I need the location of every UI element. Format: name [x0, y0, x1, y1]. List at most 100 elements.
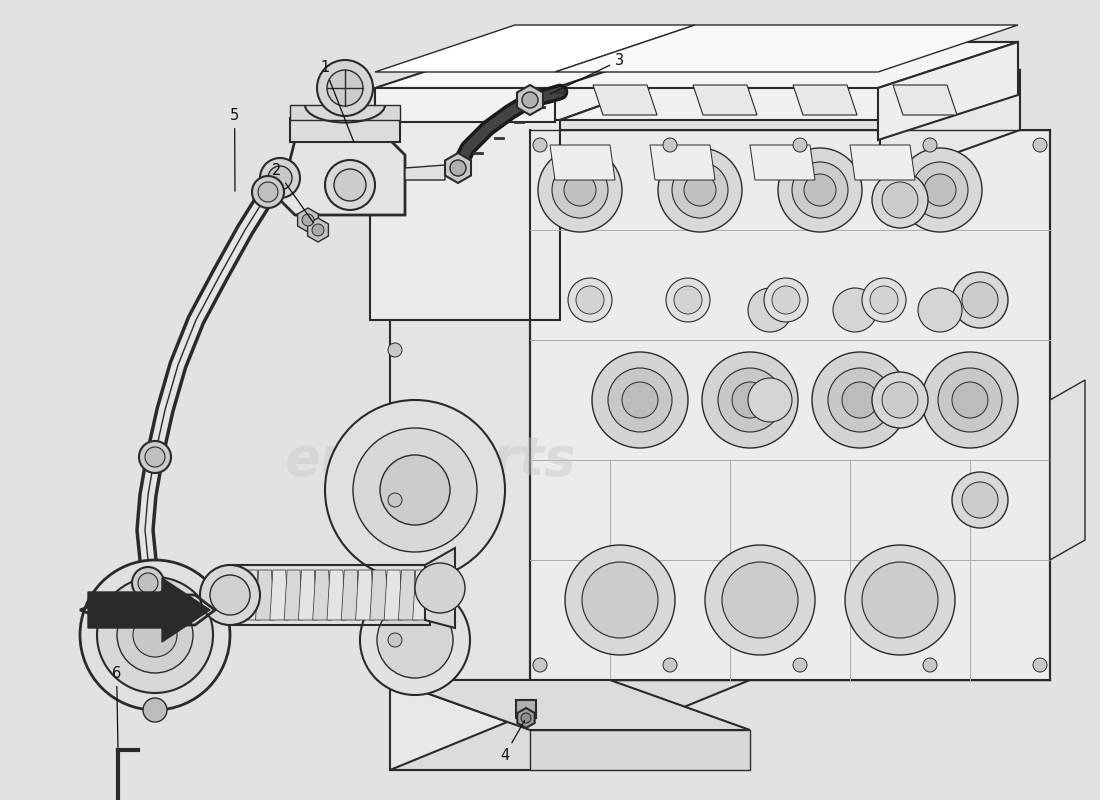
Circle shape — [534, 658, 547, 672]
Polygon shape — [327, 570, 345, 620]
Circle shape — [938, 368, 1002, 432]
Circle shape — [200, 565, 260, 625]
Circle shape — [732, 382, 768, 418]
Circle shape — [898, 148, 982, 232]
Circle shape — [621, 382, 658, 418]
Polygon shape — [375, 88, 556, 122]
Polygon shape — [88, 578, 210, 642]
Circle shape — [1033, 658, 1047, 672]
Circle shape — [722, 562, 798, 638]
Circle shape — [388, 633, 401, 647]
Circle shape — [923, 658, 937, 672]
Circle shape — [334, 169, 366, 201]
Polygon shape — [556, 42, 1018, 88]
Polygon shape — [517, 85, 543, 115]
Circle shape — [705, 545, 815, 655]
Polygon shape — [793, 85, 857, 115]
Circle shape — [962, 482, 998, 518]
Circle shape — [450, 160, 466, 176]
Circle shape — [608, 368, 672, 432]
Circle shape — [702, 352, 798, 448]
Circle shape — [922, 352, 1018, 448]
Polygon shape — [290, 118, 400, 142]
Circle shape — [912, 162, 968, 218]
Circle shape — [772, 286, 800, 314]
Circle shape — [828, 368, 892, 432]
Circle shape — [592, 352, 688, 448]
Circle shape — [260, 158, 300, 198]
Polygon shape — [312, 570, 331, 620]
Circle shape — [882, 182, 918, 218]
Polygon shape — [390, 680, 750, 770]
Circle shape — [666, 278, 710, 322]
Circle shape — [133, 613, 177, 657]
Circle shape — [718, 368, 782, 432]
Polygon shape — [270, 570, 288, 620]
Circle shape — [388, 193, 401, 207]
Circle shape — [924, 174, 956, 206]
Circle shape — [145, 447, 165, 467]
Polygon shape — [1050, 380, 1085, 560]
Polygon shape — [530, 730, 750, 770]
Circle shape — [317, 60, 373, 116]
Circle shape — [842, 382, 878, 418]
Circle shape — [522, 92, 538, 108]
Circle shape — [415, 563, 465, 613]
Circle shape — [833, 288, 877, 332]
Circle shape — [582, 562, 658, 638]
Polygon shape — [750, 145, 815, 180]
Polygon shape — [560, 70, 1020, 120]
Circle shape — [804, 174, 836, 206]
Circle shape — [534, 138, 547, 152]
Polygon shape — [593, 85, 657, 115]
Polygon shape — [516, 700, 536, 718]
Polygon shape — [355, 570, 374, 620]
Polygon shape — [878, 42, 1018, 140]
Circle shape — [1033, 138, 1047, 152]
Circle shape — [388, 343, 401, 357]
Circle shape — [674, 286, 702, 314]
Polygon shape — [341, 570, 360, 620]
Circle shape — [684, 174, 716, 206]
Circle shape — [862, 278, 906, 322]
Circle shape — [918, 288, 962, 332]
Circle shape — [672, 162, 728, 218]
Circle shape — [663, 658, 676, 672]
Polygon shape — [241, 570, 260, 620]
Polygon shape — [284, 570, 302, 620]
Text: 3: 3 — [550, 53, 624, 94]
Circle shape — [576, 286, 604, 314]
Circle shape — [568, 278, 612, 322]
Circle shape — [658, 148, 742, 232]
Polygon shape — [446, 153, 471, 183]
Circle shape — [663, 138, 676, 152]
Circle shape — [870, 286, 898, 314]
Polygon shape — [390, 680, 750, 730]
Polygon shape — [850, 145, 915, 180]
Circle shape — [521, 713, 531, 723]
Circle shape — [360, 585, 470, 695]
Circle shape — [538, 148, 621, 232]
Circle shape — [258, 182, 278, 202]
Circle shape — [97, 577, 213, 693]
Circle shape — [845, 545, 955, 655]
Circle shape — [792, 162, 848, 218]
Polygon shape — [375, 42, 695, 88]
Circle shape — [793, 658, 807, 672]
Circle shape — [312, 224, 324, 236]
Circle shape — [952, 472, 1008, 528]
Circle shape — [117, 597, 192, 673]
Circle shape — [210, 575, 250, 615]
Circle shape — [138, 573, 158, 593]
Polygon shape — [298, 570, 317, 620]
Text: 1: 1 — [320, 60, 354, 142]
Circle shape — [379, 455, 450, 525]
Circle shape — [143, 698, 167, 722]
Circle shape — [388, 493, 401, 507]
Circle shape — [327, 70, 363, 106]
Text: 2: 2 — [272, 163, 313, 222]
Circle shape — [268, 166, 292, 190]
Circle shape — [793, 138, 807, 152]
Circle shape — [952, 382, 988, 418]
Polygon shape — [370, 70, 700, 120]
